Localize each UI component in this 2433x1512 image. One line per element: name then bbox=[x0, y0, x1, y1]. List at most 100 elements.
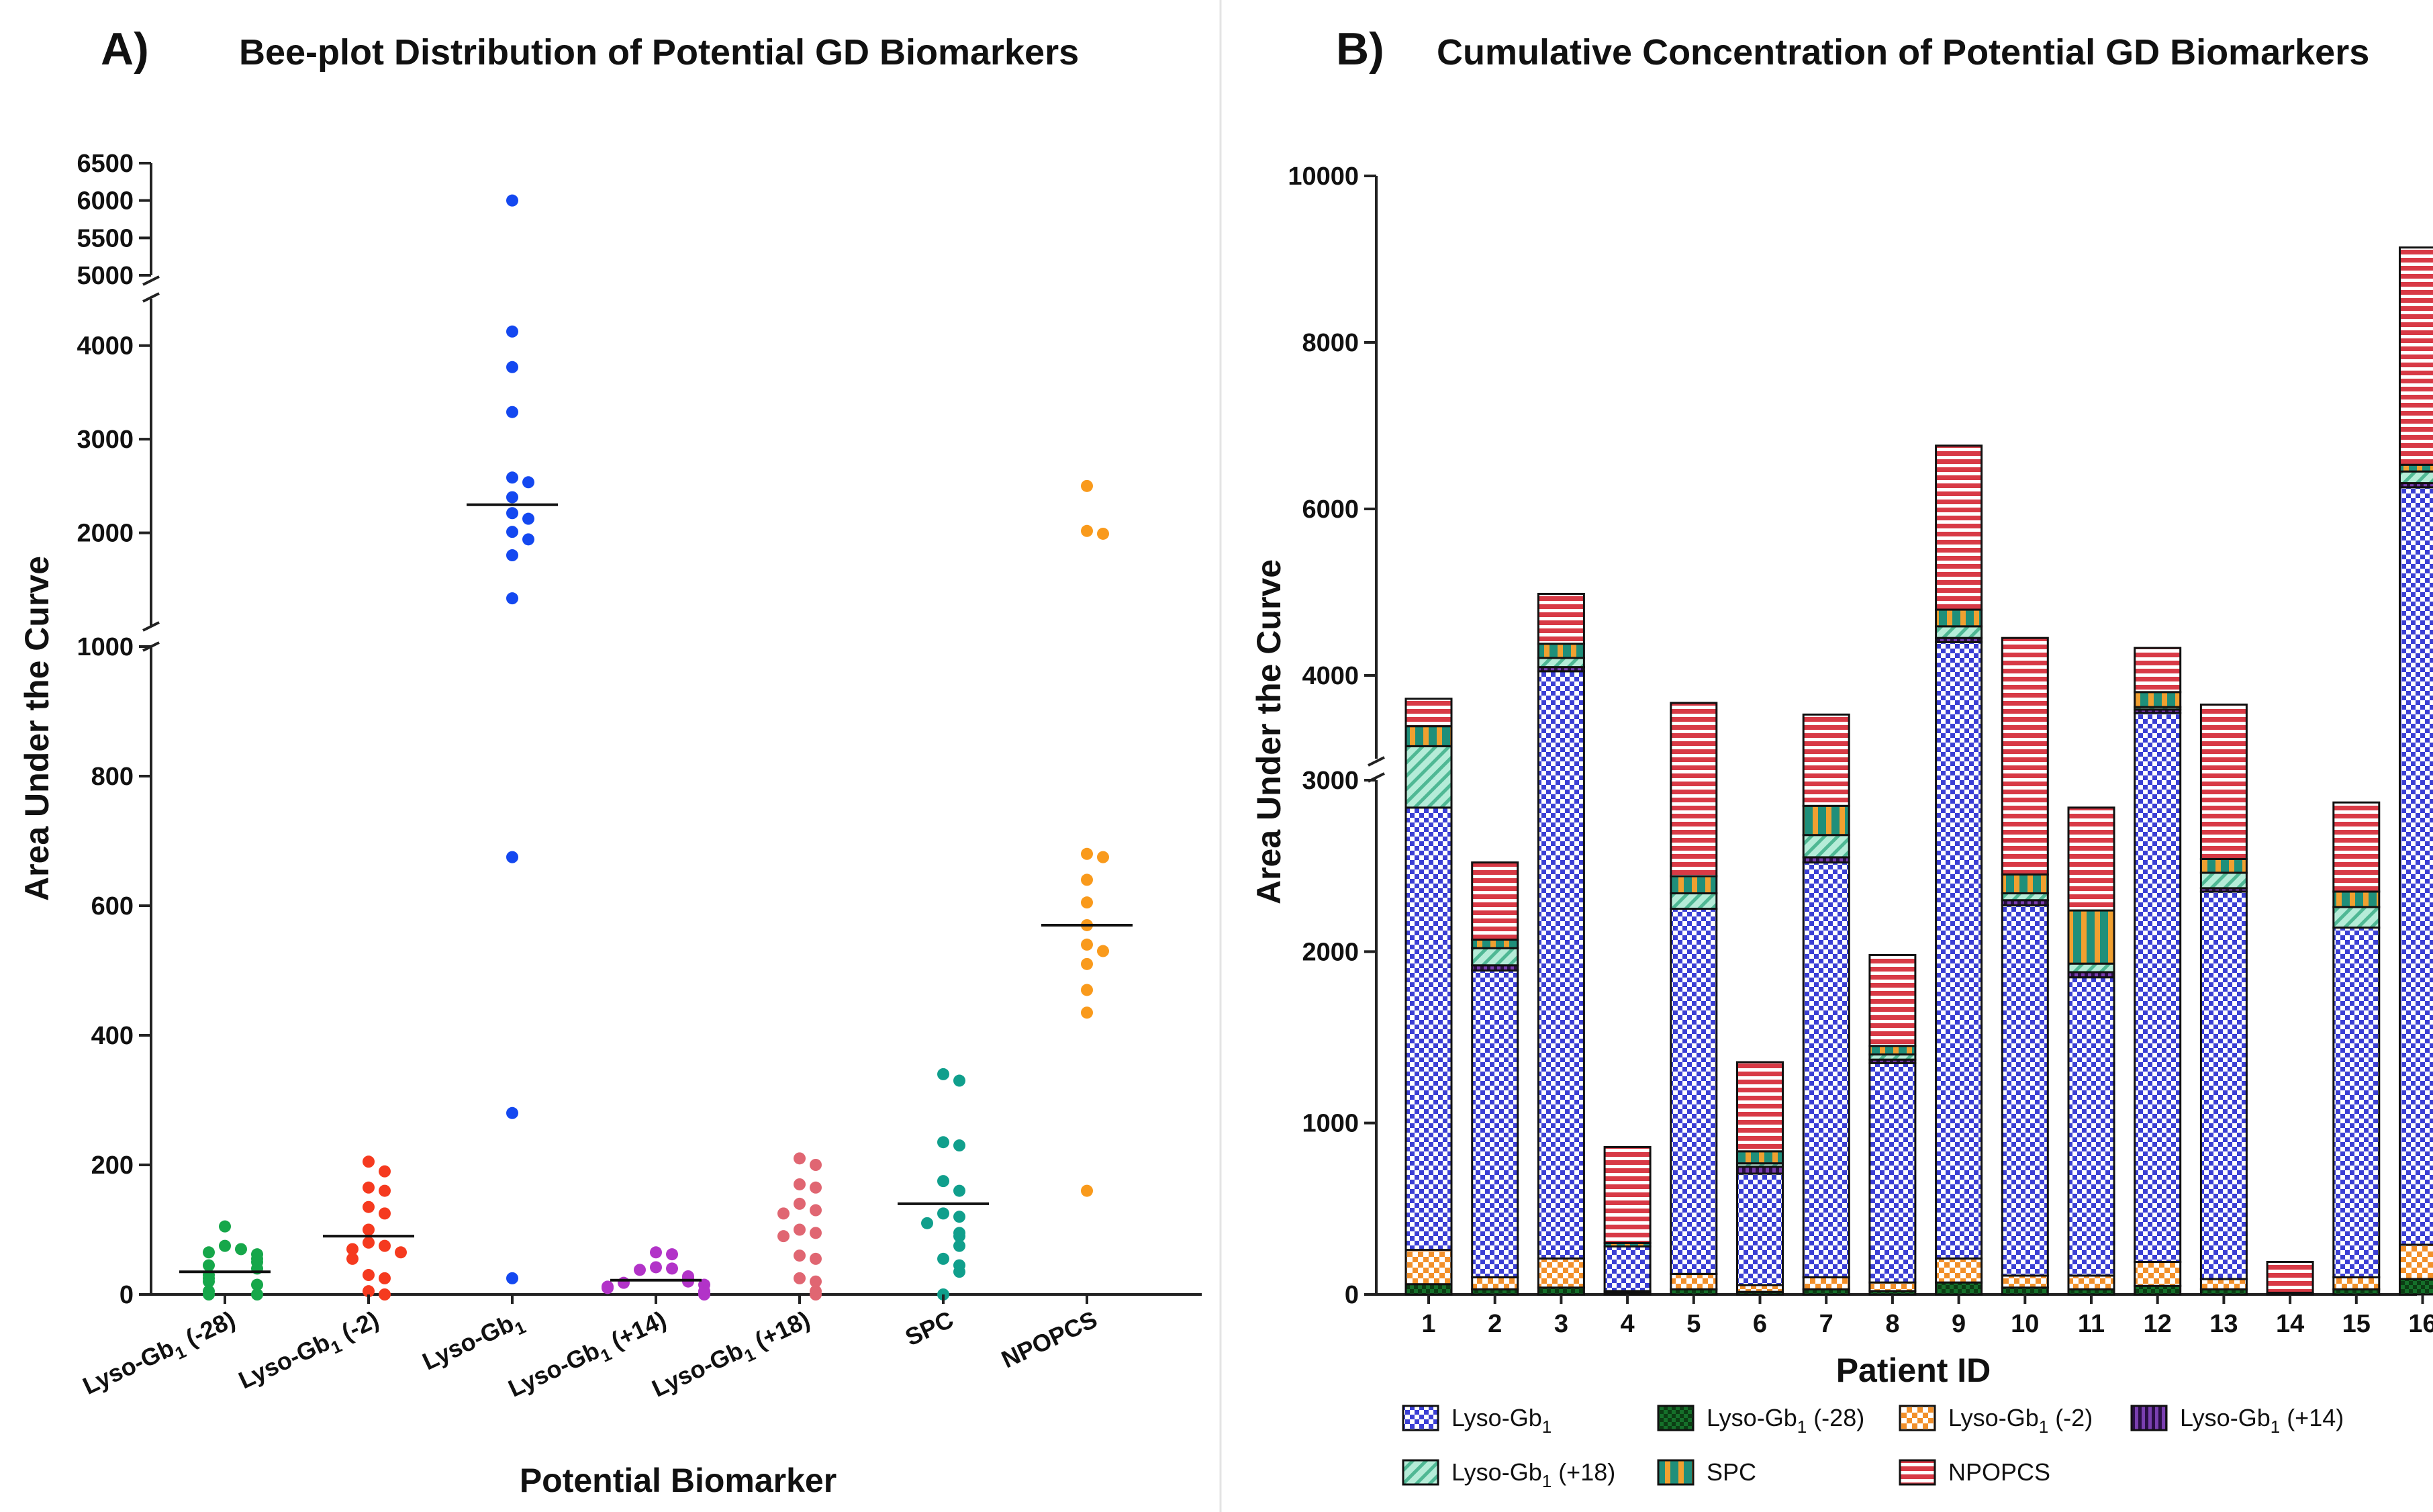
b-legend-item-3: Lyso-Gb1 (+14) bbox=[2130, 1404, 2344, 1437]
b-bar-segment bbox=[2332, 890, 2381, 908]
b-bar-stack-12 bbox=[2134, 647, 2182, 1296]
b-bar-segment bbox=[2001, 904, 2049, 1277]
b-xtick-label: 3 bbox=[1554, 1310, 1568, 1338]
b-bar-segment bbox=[1471, 969, 1519, 1278]
b-legend-label-suffix: (-28) bbox=[1807, 1404, 1864, 1431]
a-point bbox=[363, 1269, 375, 1282]
panel-a-y-ticks: 0 200 400 600 800 1000 2000 3000 4000 5000 5500 600… bbox=[77, 150, 151, 1309]
b-legend-swatch bbox=[1402, 1405, 1439, 1431]
b-ytick-label: 10000 bbox=[1288, 162, 1359, 191]
b-legend-item-0: Lyso-Gb1 bbox=[1402, 1404, 1552, 1437]
b-bar-segment bbox=[2199, 857, 2248, 874]
b-bar-segment bbox=[2067, 962, 2115, 974]
a-ytick-label: 3000 bbox=[77, 426, 134, 454]
b-bar-segment bbox=[1670, 892, 1718, 910]
a-ytick-label: 200 bbox=[91, 1151, 134, 1180]
a-ytick-label: 5000 bbox=[77, 262, 134, 290]
b-legend-swatch bbox=[1899, 1405, 1936, 1431]
b-bar-stack-11 bbox=[2067, 806, 2115, 1296]
a-point bbox=[794, 1272, 806, 1284]
b-legend-swatch bbox=[1657, 1405, 1695, 1431]
a-point bbox=[506, 491, 518, 504]
panel-a-medians bbox=[179, 503, 1133, 1282]
a-point bbox=[953, 1230, 965, 1243]
a-point bbox=[1081, 938, 1093, 951]
panel-a-xlabel: Potential Biomarker bbox=[520, 1462, 837, 1499]
b-bar-segment bbox=[1935, 625, 1983, 639]
a-point bbox=[937, 1252, 949, 1265]
a-point bbox=[953, 1139, 965, 1152]
a-point bbox=[346, 1252, 359, 1265]
a-point bbox=[506, 851, 518, 863]
b-bar-segment bbox=[1670, 1272, 1718, 1290]
a-point bbox=[810, 1252, 822, 1265]
b-bar-segment bbox=[1736, 1284, 1784, 1293]
a-point bbox=[810, 1204, 822, 1217]
b-legend-item-2: Lyso-Gb1 (-2) bbox=[1899, 1404, 2093, 1437]
b-bar-segment bbox=[2134, 712, 2182, 1263]
panel-b-bars bbox=[1404, 246, 2433, 1296]
b-bar-stack-7 bbox=[1802, 713, 1850, 1296]
panel-a-label: A) bbox=[101, 23, 149, 75]
b-bar-segment bbox=[1935, 1257, 1983, 1284]
b-bar-segment bbox=[1935, 444, 1983, 611]
a-xtick-label: SPC bbox=[901, 1305, 957, 1351]
a-point bbox=[1081, 479, 1093, 492]
panel-b-x-ticks: 1 2 3 4 5 6 7 8 9 10 11 12 13 14 15 16 bbox=[1421, 1294, 2433, 1338]
a-point bbox=[522, 533, 534, 546]
b-legend-label: Lyso-Gb1 (-28) bbox=[1707, 1404, 1864, 1437]
b-legend-item-5: SPC bbox=[1657, 1458, 1756, 1486]
a-xtick-label-suffix: (-28) bbox=[175, 1305, 239, 1355]
b-bar-segment bbox=[2199, 703, 2248, 860]
b-xtick-label: 2 bbox=[1488, 1310, 1502, 1338]
b-bar-segment bbox=[2134, 647, 2182, 694]
b-bar-segment bbox=[1868, 953, 1917, 1047]
panel-b-ylabel: Area Under the Curve bbox=[1250, 559, 1288, 904]
a-point bbox=[506, 406, 518, 418]
a-series-0 bbox=[203, 1220, 263, 1301]
a-break-3 bbox=[142, 621, 160, 632]
b-legend-item-4: Lyso-Gb1 (+18) bbox=[1402, 1458, 1615, 1491]
a-point bbox=[219, 1220, 231, 1233]
b-legend-label-main: Lyso-Gb bbox=[2180, 1404, 2271, 1431]
b-bar-segment bbox=[1935, 641, 1983, 1260]
b-ytick-label: 0 bbox=[1345, 1281, 1359, 1309]
a-point bbox=[1097, 851, 1109, 863]
panel-b: B) Cumulative Concentration of Potential… bbox=[1250, 23, 2433, 1491]
panel-b-title: Cumulative Concentration of Potential GD… bbox=[1437, 32, 2369, 73]
b-xtick-label: 7 bbox=[1819, 1310, 1833, 1338]
a-point bbox=[395, 1246, 407, 1259]
a-point bbox=[810, 1159, 822, 1171]
b-bar-segment bbox=[1802, 861, 1850, 1278]
b-xtick-label: 16 bbox=[2408, 1310, 2433, 1338]
a-series-3 bbox=[602, 1246, 710, 1301]
b-legend-swatch bbox=[1657, 1459, 1695, 1486]
a-point bbox=[953, 1266, 965, 1278]
b-bar-segment bbox=[1404, 745, 1453, 809]
a-series-6 bbox=[1081, 479, 1109, 1197]
b-bar-segment bbox=[2001, 636, 2049, 876]
a-point bbox=[810, 1227, 822, 1239]
a-point bbox=[810, 1181, 822, 1194]
b-legend-label-sub: 1 bbox=[2039, 1417, 2048, 1437]
a-xtick-label-main: Lyso-Gb bbox=[234, 1328, 334, 1394]
a-point bbox=[1097, 945, 1109, 957]
a-xtick-label: NPOPCS bbox=[997, 1305, 1101, 1373]
a-point bbox=[203, 1246, 215, 1259]
a-point bbox=[650, 1246, 662, 1259]
b-bar-segment bbox=[2199, 871, 2248, 890]
a-ytick-label: 6000 bbox=[77, 187, 134, 216]
panel-b-legend: Lyso-Gb1 Lyso-Gb1 (-28) Lyso-Gb1 (-2) Lyso-… bbox=[1402, 1404, 2344, 1491]
a-point bbox=[379, 1165, 391, 1178]
b-break-1 bbox=[1368, 756, 1385, 767]
b-legend-swatch bbox=[1899, 1459, 1936, 1486]
b-bar-segment bbox=[2199, 1278, 2248, 1290]
b-legend-label-main: Lyso-Gb bbox=[1451, 1404, 1542, 1431]
panel-a-ylabel: Area Under the Curve bbox=[18, 556, 56, 901]
b-bar-segment bbox=[1537, 592, 1585, 645]
b-bar-segment bbox=[2001, 1286, 2049, 1296]
b-xtick-label: 14 bbox=[2276, 1310, 2304, 1338]
panel-b-label: B) bbox=[1336, 23, 1384, 75]
a-xtick-label: Lyso-Gb1 bbox=[418, 1305, 529, 1380]
b-bar-segment bbox=[1670, 875, 1718, 895]
